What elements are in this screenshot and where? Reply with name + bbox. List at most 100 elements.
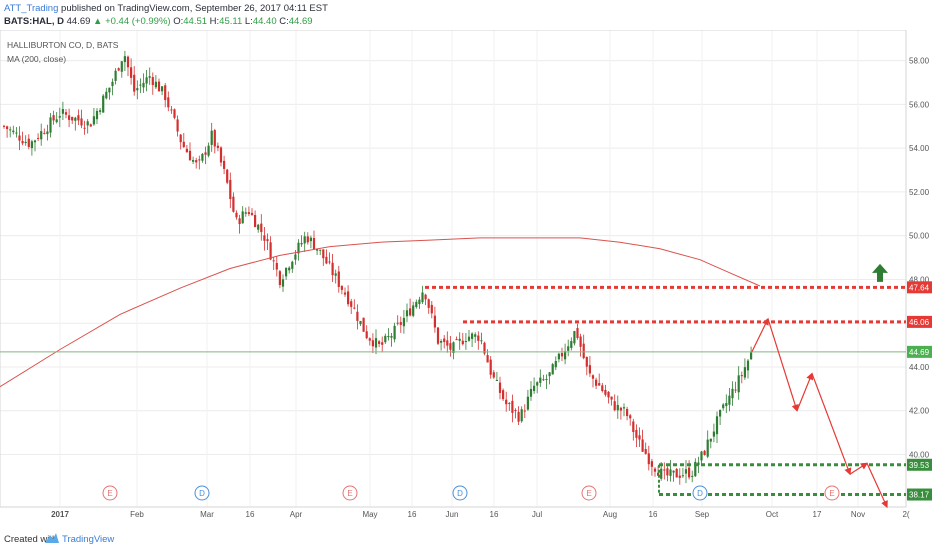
symbol-label: BATS:HAL, D [4, 16, 64, 27]
candle-body [179, 134, 182, 143]
candle-body [415, 301, 418, 308]
time-tick-label: 2( [902, 510, 909, 519]
candle-body [697, 462, 700, 466]
candle-body [660, 468, 663, 479]
candle-body [247, 212, 250, 214]
candle-body [387, 335, 390, 338]
candle-body [244, 212, 247, 214]
candle-body [567, 346, 570, 351]
candle-body [145, 77, 148, 84]
candle-body [743, 367, 746, 378]
candle-body [148, 76, 151, 78]
candle-body [706, 439, 709, 457]
candle-body [443, 338, 446, 343]
candle-body [610, 396, 613, 400]
candle-body [486, 355, 489, 363]
candle-body [133, 74, 136, 92]
tradingview-link[interactable]: TradingView [62, 534, 115, 545]
candle-body [412, 305, 415, 316]
candle-body [316, 249, 319, 251]
earnings-marker-label: E [586, 489, 591, 498]
candle-body [291, 261, 294, 269]
candle-body [238, 218, 241, 225]
candle-body [257, 224, 260, 230]
price-tick-label: 48.00 [909, 275, 930, 284]
candle-body [700, 451, 703, 461]
dividend-marker-label: D [457, 489, 463, 498]
ma-200-line [0, 237, 761, 388]
time-tick-label: Jul [532, 510, 542, 519]
candle-body [619, 407, 622, 411]
candle-body [188, 150, 192, 161]
candle-body [61, 109, 64, 114]
candle-body [288, 267, 291, 271]
legend-ma[interactable]: MA (200, close) [7, 54, 67, 64]
moving-average-layer [0, 237, 761, 388]
dividend-marker-label: D [199, 489, 205, 498]
candle-body [12, 130, 15, 133]
author-link[interactable]: ATT_Trading [4, 3, 59, 14]
candle-body [703, 450, 706, 456]
candle-body [502, 390, 505, 400]
candle-body [185, 148, 188, 153]
legend-title: HALLIBURTON CO, D, BATS [7, 40, 119, 50]
time-tick-label: 16 [490, 510, 499, 519]
candle-body [517, 411, 520, 422]
candle-body [424, 294, 427, 300]
candle-body [86, 121, 89, 126]
candle-body [396, 322, 399, 324]
high-value: 45.11 [219, 16, 243, 27]
candle-body [337, 271, 340, 287]
candle-body [520, 409, 523, 422]
candle-body [157, 81, 161, 92]
candle-body [250, 212, 254, 215]
candle-body [471, 333, 474, 339]
candle-body [719, 409, 722, 417]
candle-body [216, 145, 219, 148]
tradingview-logo-icon [45, 533, 59, 543]
time-tick-label: 2017 [51, 510, 69, 519]
candle-body [647, 453, 650, 465]
price-axis-badge-label: 38.17 [909, 491, 930, 500]
dividend-marker-icon [452, 485, 468, 501]
candle-body [102, 95, 105, 113]
candle-body [55, 119, 58, 123]
open-value: 44.51 [183, 16, 208, 27]
quote-line: BATS:HAL, D 44.69 ▲ +0.44 (+0.99%) O:44.… [4, 16, 313, 27]
candle-body [126, 56, 130, 68]
candle-body [18, 135, 21, 141]
candle-body [68, 115, 71, 120]
candle-body [601, 385, 604, 392]
candle-body [430, 304, 433, 314]
earnings-marker-icon [824, 485, 840, 501]
price-chart[interactable]: E D E D E D E 58.00 56.00 54.00 52.00 50.00 48.00 46… [0, 30, 932, 520]
candle-body [573, 331, 576, 344]
candle-body [27, 138, 30, 147]
candle-body [653, 468, 657, 472]
candle-body [452, 342, 455, 353]
candle-body [638, 435, 641, 440]
candle-body [440, 340, 443, 343]
candle-body [309, 237, 312, 242]
candle-body [536, 382, 539, 386]
projection-arrow [866, 462, 888, 509]
price-tick-label: 52.00 [909, 188, 930, 197]
candle-body [539, 377, 542, 383]
candle-body [58, 116, 61, 118]
earnings-marker-label: E [107, 489, 112, 498]
candle-body [576, 328, 579, 338]
candle-body [669, 469, 672, 476]
candle-body [74, 117, 77, 121]
candle-body [207, 145, 210, 156]
candle-body [684, 469, 688, 474]
price-axis-badge-label: 39.53 [909, 461, 930, 470]
candle-body [672, 470, 675, 473]
candle-body [405, 310, 409, 317]
candle-body [622, 407, 626, 409]
candle-body [681, 475, 684, 477]
candle-body [294, 254, 297, 260]
candle-body [95, 110, 99, 120]
candle-body [362, 317, 365, 332]
candle-body [604, 389, 607, 395]
candle-body [582, 343, 585, 359]
